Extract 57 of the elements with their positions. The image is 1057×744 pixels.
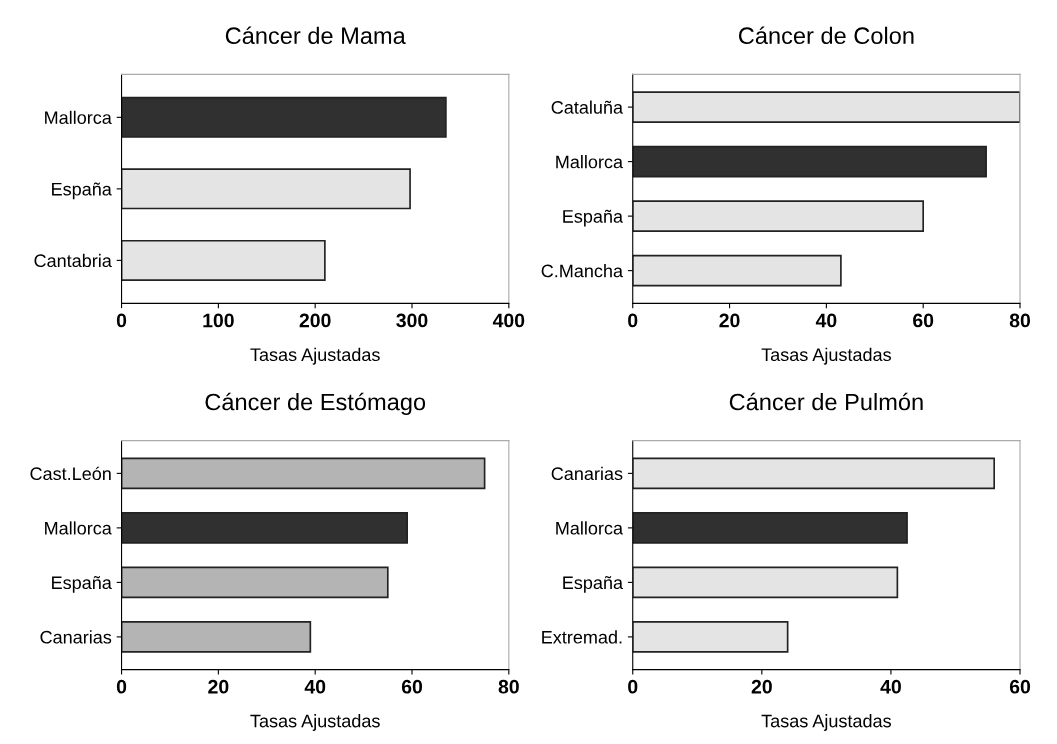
x-tick-label: 0 [628,313,638,328]
x-tick-label: 100 [203,313,234,328]
bar [121,168,411,210]
bar [121,566,389,599]
y-tick-label: Mallorca [45,521,112,535]
x-tick-label: 20 [719,313,740,328]
x-axis-title: Tasas Ajustadas [250,714,380,731]
y-tick-label: Mallorca [556,155,624,169]
x-axis-title: Tasas Ajustadas [761,347,891,365]
bar [121,239,326,281]
x-tick-label: 40 [815,313,837,328]
y-tick-label: España [563,575,624,593]
bar [632,91,1020,123]
x-tick-label: 300 [396,313,428,328]
y-tick-label: Cataluña [551,100,624,114]
x-tick-label: 80 [498,679,519,694]
x-tick-label: 400 [492,313,525,328]
y-tick-label: España [52,182,112,200]
bar [632,566,899,599]
chart-title: Cáncer de Estómago [205,392,426,416]
x-tick-label: 0 [628,679,638,694]
y-tick-label: Mallorca [556,521,624,535]
bar [121,512,408,544]
y-tick-label: C.Mancha [541,264,624,278]
y-tick-label: Canarias [551,466,623,481]
y-tick-label: Cantabria [34,253,112,268]
bar [121,621,312,653]
x-tick-label: 20 [208,679,229,694]
y-tick-label: España [52,575,112,593]
bar [632,621,789,653]
x-tick-label: 40 [304,679,326,694]
bar [121,96,447,138]
y-tick-label: España [563,209,624,227]
bar [632,254,842,287]
x-axis-title: Tasas Ajustadas [761,714,891,731]
bar [632,512,908,544]
y-tick-label: Cast.León [30,466,111,481]
chart-title: Cáncer de Pulmón [729,392,923,411]
chart-title: Cáncer de Mama [225,26,406,45]
y-tick-label: Canarias [40,630,112,644]
x-tick-label: 0 [116,313,127,328]
bar [632,200,925,232]
x-tick-label: 20 [751,679,772,694]
x-tick-label: 200 [299,313,331,328]
y-tick-label: Mallorca [45,110,112,125]
x-tick-label: 0 [116,679,127,694]
x-axis-title: Tasas Ajustadas [250,347,380,365]
bar [632,145,987,178]
bar [632,457,996,490]
chart-title: Cáncer de Colon [738,26,914,45]
x-tick-label: 60 [401,679,423,694]
x-tick-label: 60 [913,313,934,328]
x-tick-label: 40 [880,679,901,694]
y-tick-label: Extremad. [542,630,622,644]
x-tick-label: 60 [1009,679,1031,694]
bar [121,457,486,490]
x-tick-label: 80 [1009,313,1031,328]
